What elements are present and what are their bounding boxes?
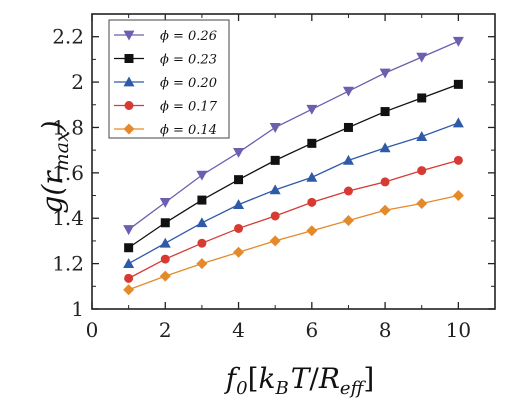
legend-entry: ϕ = 0.17 [114, 100, 218, 115]
data-point [124, 243, 134, 253]
series-1 [124, 79, 463, 253]
legend-label: ϕ = 0.17 [160, 100, 218, 115]
data-point [417, 166, 427, 176]
y-tick-label: 1.4 [52, 206, 84, 230]
data-point [159, 237, 171, 248]
legend-label: ϕ = 0.20 [160, 76, 217, 91]
data-point [160, 254, 170, 264]
data-point [159, 270, 171, 282]
legend-marker [123, 30, 135, 41]
data-point [453, 79, 463, 89]
data-point [417, 93, 427, 103]
data-point [452, 36, 464, 47]
series-line [128, 122, 459, 265]
data-point [416, 52, 428, 63]
data-point [269, 123, 281, 133]
data-point [269, 235, 281, 247]
series-line [128, 194, 459, 291]
series-line [128, 83, 459, 249]
legend-marker [123, 123, 135, 135]
data-point [196, 217, 208, 228]
data-point [306, 171, 318, 182]
data-point [159, 197, 171, 208]
data-point [342, 215, 354, 226]
data-point [379, 68, 391, 79]
data-point [123, 284, 135, 296]
data-point [416, 131, 428, 141]
y-tick-label: 1.2 [52, 252, 84, 276]
series-4 [123, 190, 464, 296]
data-point [269, 184, 281, 195]
axis-ticks: 0 2 4 6 8 10 1 1.2 1.4 1.6 1.8 2 2.2 [52, 14, 496, 342]
series-line [128, 40, 459, 231]
series-3 [124, 155, 463, 283]
data-point [234, 175, 244, 185]
data-point [270, 155, 280, 165]
data-point [343, 186, 353, 196]
data-point [379, 142, 391, 153]
data-point [196, 170, 208, 181]
data-point [123, 258, 135, 269]
x-tick-label: 0 [86, 318, 99, 342]
legend-label: ϕ = 0.26 [160, 29, 217, 44]
x-tick-label: 8 [379, 318, 392, 342]
data-point [453, 155, 463, 165]
data-point [160, 218, 170, 228]
series-layer [123, 36, 464, 296]
x-tick-label: 10 [446, 318, 471, 342]
data-point [380, 107, 390, 117]
data-point [343, 122, 353, 132]
data-point [233, 199, 245, 210]
y-tick-label: 2.2 [52, 25, 84, 49]
y-tick-label: 2 [71, 70, 84, 94]
data-point [380, 177, 390, 187]
x-axis-label: f0[kBT/Reff] [224, 362, 375, 399]
series-2 [123, 117, 464, 269]
data-point [379, 204, 391, 216]
data-point [124, 273, 134, 283]
series-line [128, 159, 459, 279]
legend-entry: ϕ = 0.26 [114, 29, 217, 44]
x-tick-label: 2 [159, 318, 172, 342]
data-point [452, 190, 464, 202]
data-point [233, 246, 245, 258]
legend-label: ϕ = 0.14 [160, 123, 217, 138]
legend: ϕ = 0.26 ϕ = 0.23 ϕ = 0.20 ϕ = 0.17 ϕ = 0.14 [108, 19, 230, 139]
data-point [342, 86, 354, 97]
legend-marker [123, 76, 135, 87]
data-point [233, 148, 245, 158]
data-point [342, 154, 354, 165]
data-point [306, 225, 318, 237]
y-tick-label: 1.8 [52, 115, 84, 139]
y-tick-label: 1.6 [52, 161, 84, 185]
legend-entry: ϕ = 0.23 [114, 53, 217, 68]
data-point [270, 211, 280, 221]
data-point [196, 258, 208, 270]
legend-entry: ϕ = 0.14 [114, 123, 217, 138]
data-point [416, 197, 428, 209]
data-point [307, 138, 317, 148]
data-point [307, 197, 317, 207]
legend-marker [124, 101, 134, 110]
data-point [452, 117, 464, 128]
data-point [306, 104, 318, 115]
data-point [123, 225, 135, 236]
data-point [234, 223, 244, 233]
plot-frame [91, 13, 496, 310]
x-tick-label: 4 [232, 318, 245, 342]
series-0 [123, 36, 464, 236]
y-tick-label: 1 [71, 297, 84, 321]
x-tick-label: 6 [305, 318, 318, 342]
legend-marker [124, 54, 134, 63]
legend-label: ϕ = 0.23 [160, 53, 217, 68]
data-point [197, 238, 207, 248]
data-point [197, 195, 207, 205]
y-axis-label: g(rmax) [36, 120, 73, 213]
legend-entry: ϕ = 0.20 [114, 76, 217, 91]
